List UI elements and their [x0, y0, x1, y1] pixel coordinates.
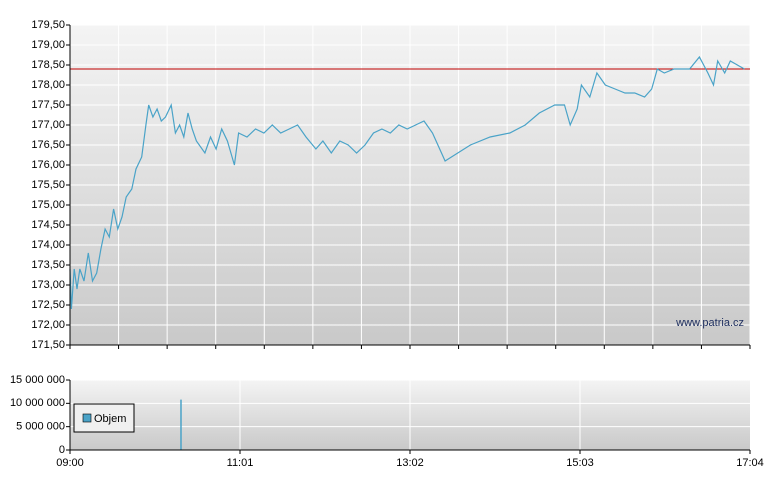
volume-bar: [180, 399, 182, 450]
y-tick-label: 177,50: [31, 99, 65, 111]
y-tick-label: 172,00: [31, 319, 65, 331]
y-tick-label: 10 000 000: [10, 397, 65, 409]
price-line: [69, 55, 745, 310]
y-tick-label: 174,00: [31, 239, 65, 251]
y-tick-label: 5 000 000: [16, 421, 65, 433]
x-tick-label: 11:01: [227, 457, 254, 469]
y-tick-label: 173,00: [31, 279, 65, 291]
y-tick-label: 0: [59, 444, 65, 456]
legend-label: Objem: [94, 413, 126, 425]
watermark: www.patria.cz: [675, 317, 744, 329]
x-tick-label: 13:02: [396, 457, 424, 469]
y-tick-label: 171,50: [31, 339, 65, 351]
y-tick-label: 178,50: [31, 59, 65, 71]
y-tick-label: 175,50: [31, 179, 65, 191]
y-tick-label: 179,50: [31, 19, 65, 31]
x-tick-label: 15:03: [566, 457, 594, 469]
y-tick-label: 176,50: [31, 139, 65, 151]
y-tick-label: 173,50: [31, 259, 65, 271]
y-tick-label: 178,00: [31, 79, 65, 91]
y-tick-label: 176,00: [31, 159, 65, 171]
y-tick-label: 177,00: [31, 119, 65, 131]
y-tick-label: 15 000 000: [10, 374, 65, 386]
x-tick-label: 09:00: [56, 457, 84, 469]
x-tick-label: 17:04: [736, 457, 764, 469]
y-tick-label: 175,00: [31, 199, 65, 211]
y-tick-label: 179,00: [31, 39, 65, 51]
y-tick-label: 172,50: [31, 299, 65, 311]
legend-swatch: [82, 413, 92, 423]
y-tick-label: 174,50: [31, 219, 65, 231]
